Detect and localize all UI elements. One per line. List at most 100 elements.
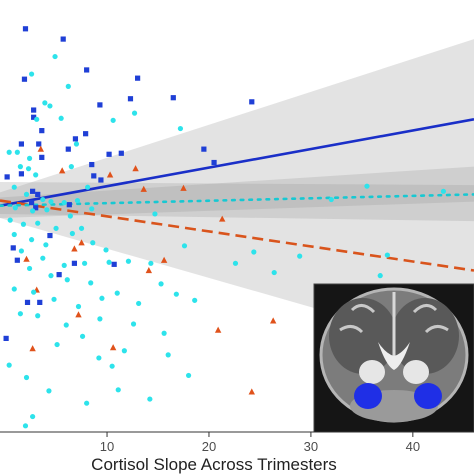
data-points <box>3 26 447 429</box>
data-point-circle <box>106 259 112 265</box>
confidence-band <box>0 39 474 219</box>
data-point-square <box>72 136 79 142</box>
data-point-circle <box>12 205 18 211</box>
data-point-square <box>56 272 62 278</box>
regression-line <box>0 199 474 272</box>
data-point-circle <box>17 311 23 317</box>
data-point-triangle <box>109 344 117 351</box>
data-point-circle <box>29 237 35 243</box>
data-point-circle <box>18 248 25 254</box>
data-point-triangle <box>132 165 139 172</box>
data-point-square <box>83 131 89 137</box>
x-axis-title: Cortisol Slope Across Trimesters <box>91 455 337 474</box>
data-point-circle <box>33 172 39 178</box>
data-point-square <box>30 188 36 194</box>
data-point-circle <box>61 200 67 206</box>
data-point-circle <box>161 330 167 336</box>
data-point-triangle <box>219 215 226 222</box>
data-point-circle <box>73 141 80 147</box>
data-point-square <box>31 114 37 120</box>
x-axis: 10 20 30 40 <box>0 431 474 454</box>
data-point-triangle <box>23 255 30 262</box>
data-point-circle <box>85 184 91 190</box>
data-point-circle <box>40 196 46 203</box>
data-point-circle <box>152 211 158 217</box>
data-point-circle <box>53 225 59 231</box>
data-point-square <box>89 161 95 168</box>
data-point-circle <box>48 199 54 205</box>
data-point-circle <box>88 280 94 286</box>
data-point-triangle <box>58 167 66 174</box>
data-point-circle <box>65 83 71 89</box>
left-ventricle <box>359 360 385 384</box>
data-point-circle <box>23 191 30 197</box>
data-point-triangle <box>160 256 168 263</box>
data-point-circle <box>6 149 12 155</box>
data-point-circle <box>165 352 171 358</box>
data-point-square <box>71 260 78 266</box>
data-point-square <box>91 173 97 179</box>
data-point-square <box>135 75 141 81</box>
ventricles <box>378 342 410 370</box>
data-point-circle <box>99 295 105 301</box>
data-point-circle <box>22 423 29 429</box>
data-point-circle <box>6 362 12 368</box>
data-point-circle <box>25 166 32 172</box>
data-point-square <box>18 171 25 177</box>
data-point-triangle <box>71 245 78 252</box>
data-point-square <box>118 150 124 156</box>
data-point-circle <box>44 207 50 213</box>
data-point-square <box>39 154 45 160</box>
data-point-circle <box>79 333 86 339</box>
data-point-square <box>18 141 25 147</box>
data-point-square <box>33 205 39 211</box>
data-point-square <box>21 76 28 82</box>
data-point-square <box>66 202 72 208</box>
data-point-circle <box>20 221 27 227</box>
data-point-circle <box>185 372 192 379</box>
data-point-triangle <box>29 345 36 352</box>
data-point-circle <box>136 300 142 307</box>
data-point-circle <box>297 253 303 259</box>
data-point-circle <box>61 262 67 268</box>
data-point-circle <box>54 341 60 348</box>
data-point-circle <box>35 220 41 226</box>
left-amygdala-highlight <box>354 383 382 409</box>
data-point-circle <box>158 281 164 287</box>
data-point-circle <box>43 242 49 248</box>
data-point-square <box>31 107 37 113</box>
data-point-circle <box>35 313 41 319</box>
regression-line <box>0 193 474 208</box>
data-point-square <box>4 174 10 180</box>
data-point-circle <box>17 164 23 170</box>
right-ventricle <box>403 360 429 384</box>
x-tick-label: 40 <box>406 439 420 454</box>
data-point-circle <box>31 289 37 295</box>
data-point-circle <box>63 322 69 328</box>
brain-mri-inset <box>313 283 474 433</box>
data-point-circle <box>109 363 115 369</box>
data-point-circle <box>177 125 184 132</box>
data-point-square <box>60 36 66 42</box>
data-point-square <box>111 261 117 267</box>
data-point-circle <box>192 297 198 303</box>
data-point-square <box>3 335 9 341</box>
data-point-circle <box>115 387 121 393</box>
data-point-circle <box>30 208 36 214</box>
data-point-circle <box>47 103 53 109</box>
data-point-square <box>98 177 104 183</box>
regression-lines <box>0 118 474 272</box>
data-point-circle <box>148 260 154 266</box>
x-tick-label: 10 <box>100 439 114 454</box>
data-point-circle <box>29 71 35 77</box>
data-point-circle <box>11 231 17 238</box>
data-point-square <box>14 257 20 263</box>
data-point-square <box>97 102 103 108</box>
data-point-square <box>47 232 53 239</box>
data-point-square <box>24 299 31 305</box>
data-point-square <box>249 99 255 105</box>
data-point-circle <box>377 273 383 279</box>
data-point-circle <box>78 225 85 231</box>
data-point-circle <box>23 374 30 381</box>
